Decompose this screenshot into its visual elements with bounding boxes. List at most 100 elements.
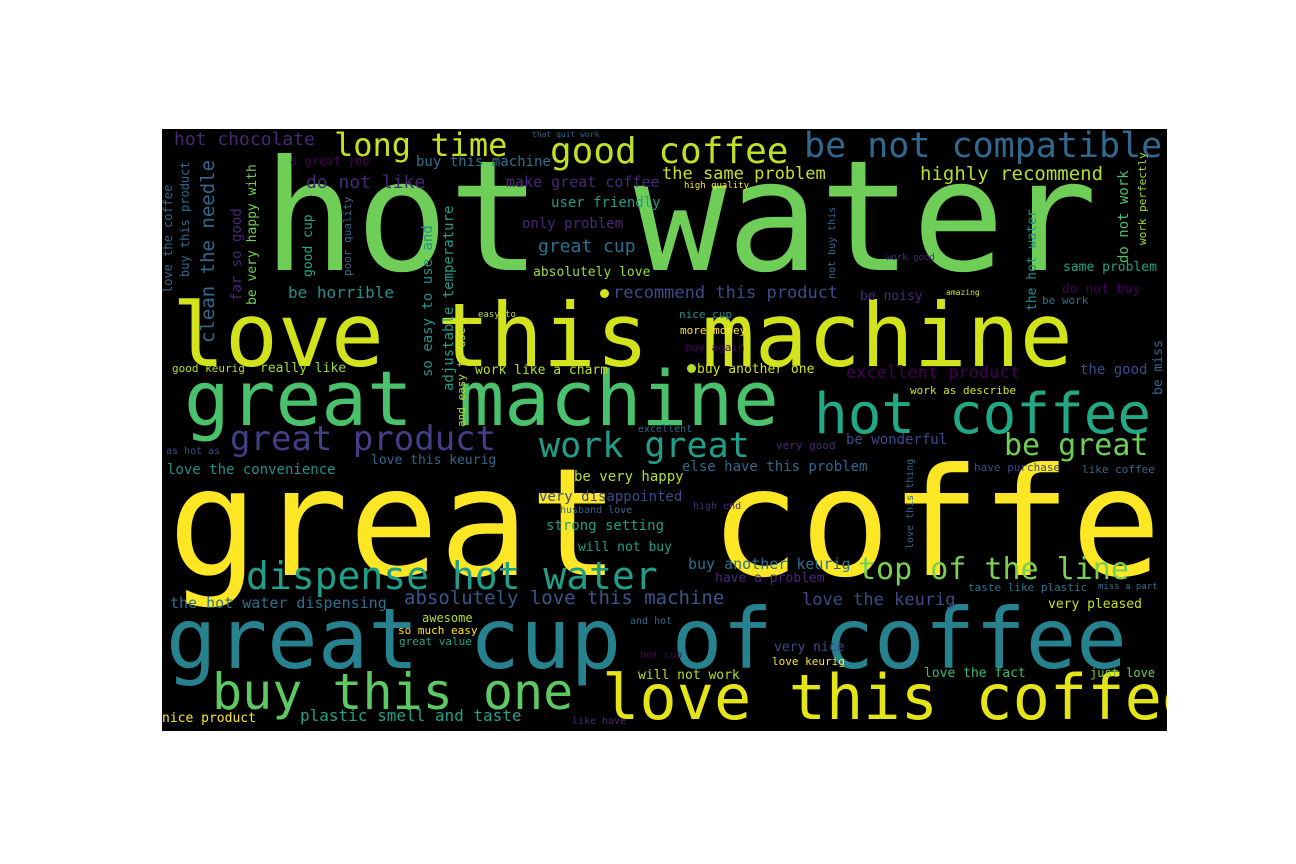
word-good-cup: good cup <box>301 214 316 277</box>
word-be-noisy: be noisy <box>860 289 923 304</box>
word-absolutely-love-this-machine: absolutely love this machine <box>404 587 725 609</box>
word-the-hot-water-dispensing: the hot water dispensing <box>170 594 387 612</box>
word-buy-this-machine: buy this machine <box>416 154 551 170</box>
word-great-value: great value <box>399 635 472 648</box>
word-do-not-like: do not like <box>306 172 426 193</box>
word-love-the-convenience: love the convenience <box>167 462 336 478</box>
dot-marker <box>600 289 609 298</box>
word-hot-water: hot water <box>263 129 1098 307</box>
word-like-have: like have <box>572 716 627 727</box>
word-easy-to: easy to <box>478 310 516 320</box>
word-make-great-coffee: make great coffee <box>506 173 660 191</box>
word-and-hot: and hot <box>630 616 673 627</box>
word-hot-chocolate: hot chocolate <box>174 129 315 150</box>
word-work-like-a-charm: work like a charm <box>475 363 609 378</box>
word-great-cup-of-coffee: great cup of coffee <box>166 590 1127 688</box>
word-miss-a-part: miss a part <box>1098 582 1158 592</box>
word-cloud: hot water great coffee love this machine… <box>162 129 1167 731</box>
word-buy-another-keurig: buy another keurig <box>688 555 851 573</box>
word-that-quit-work: that quit work <box>532 130 600 139</box>
word-excellent-product: excellent product <box>846 363 1020 383</box>
word-same-problem: same problem <box>1063 260 1157 275</box>
word-be-very-happy-with: be very happy with <box>245 164 260 305</box>
word-be-wonderful: be wonderful <box>846 432 948 448</box>
word-the-good: the good <box>1080 362 1148 378</box>
word-so-much-easy: so much easy <box>398 624 478 637</box>
word-hot-coffee: hot coffee <box>814 382 1152 447</box>
word-work-good: work good <box>886 253 935 263</box>
word-great-product: great product <box>230 419 497 459</box>
word-have-purchase: have purchase <box>974 461 1061 474</box>
word-good-coffee: good coffee <box>550 131 789 172</box>
word-will-not-work: will not work <box>638 668 740 683</box>
word-love-this-thing: love this thing <box>905 458 916 549</box>
word-poor-quality: poor quality <box>341 196 354 276</box>
word-nice-product: nice product <box>162 711 256 726</box>
word-buy-this-one: buy this one <box>212 663 574 721</box>
word-hot-cup: hot cup <box>640 650 683 661</box>
word-amazing: amazing <box>946 288 980 297</box>
word-more-money: more money <box>680 324 747 337</box>
word-strong-setting: strong setting <box>546 518 665 534</box>
word-buy-this-product: buy this product <box>178 161 192 277</box>
word-high-quality: high quality <box>684 181 750 191</box>
word-be-miss: be miss <box>1151 340 1166 395</box>
word-very-nice: very nice <box>774 640 845 655</box>
word-buy-another-one: buy another one <box>697 362 815 377</box>
word-love-this-keurig: love this keurig <box>371 453 497 468</box>
word-a-great-job: a great job <box>290 154 370 168</box>
word-work-perfectly: work perfectly <box>1136 152 1149 245</box>
word-love-this-coffee: love this coffee <box>602 661 1167 731</box>
word-love-the-fact: love the fact <box>924 666 1026 681</box>
word-good-keurig: good keurig <box>172 362 245 375</box>
word-great-machine: great machine <box>184 354 779 443</box>
word-just-love: just love <box>1090 666 1156 680</box>
word-dispense-hot-water: dispense hot water <box>246 554 658 598</box>
word-work-great: work great <box>539 426 750 466</box>
word-love-the-keurig: love the keurig <box>802 590 956 610</box>
word-adjustable-temperature: adjustable temperature <box>441 205 457 391</box>
dot-marker <box>687 364 696 373</box>
word-recommend-this-product: recommend this product <box>613 283 839 303</box>
word-the-hot-water: the hot water <box>1025 209 1040 311</box>
word-will-not-buy: will not buy <box>578 540 672 555</box>
word-clean-the-needle: clean the needle <box>197 159 219 343</box>
word-top-of-the-line: top of the line <box>858 552 1129 587</box>
word-love-keurig: love keurig <box>772 655 845 668</box>
word-high-end: high end <box>693 501 742 512</box>
word-work-as-describe: work as describe <box>910 384 1016 397</box>
word-great-cup: great cup <box>538 236 636 257</box>
word-great-coffee: great coffee <box>168 437 1167 611</box>
word-be-work: be work <box>1042 294 1089 307</box>
word-only-problem: only problem <box>522 216 624 232</box>
word-husband-love: husband love <box>560 505 633 516</box>
word-be-great: be great <box>1004 428 1149 463</box>
word-very-pleased: very pleased <box>1048 597 1142 612</box>
word-very-disappointed: very disappointed <box>539 489 683 505</box>
word-absolutely-love: absolutely love <box>533 265 651 280</box>
word-nice-cup: nice cup <box>679 308 732 321</box>
word-highly-recommend: highly recommend <box>920 163 1104 185</box>
word-be-very-happy: be very happy <box>574 469 684 485</box>
word-do-not-work: do not work <box>1116 170 1132 263</box>
word-be-horrible: be horrible <box>288 283 394 302</box>
word-buy-again: buy again <box>685 341 745 354</box>
word-far-so-good: far so good <box>229 208 245 301</box>
word-very-good: very good <box>776 439 836 452</box>
word-so-easy-to-use-and: so easy to use and <box>420 225 436 377</box>
word-like-coffee: like coffee <box>1082 463 1155 476</box>
word-else-have-this-problem: else have this problem <box>682 459 868 475</box>
word-love-this-machine: love this machine <box>172 284 1073 387</box>
word-long-time: long time <box>334 129 508 164</box>
word-excellent: excellent <box>638 424 693 435</box>
word-the-same-problem: the same problem <box>662 164 826 184</box>
word-user-friendly: user friendly <box>551 195 661 211</box>
word-do-not-buy: do not buy <box>1062 282 1141 297</box>
word-and-easy-to-use: and easy to use <box>455 327 468 427</box>
word-awesome: awesome <box>422 611 473 625</box>
word-love-the-coffee: love the coffee <box>162 184 175 293</box>
word-not-buy-this: not buy this <box>827 206 838 279</box>
word-be-not-compatible: be not compatible <box>804 129 1163 166</box>
word-taste-like-plastic: taste like plastic <box>968 581 1088 594</box>
word-really-like: really like <box>260 361 347 376</box>
